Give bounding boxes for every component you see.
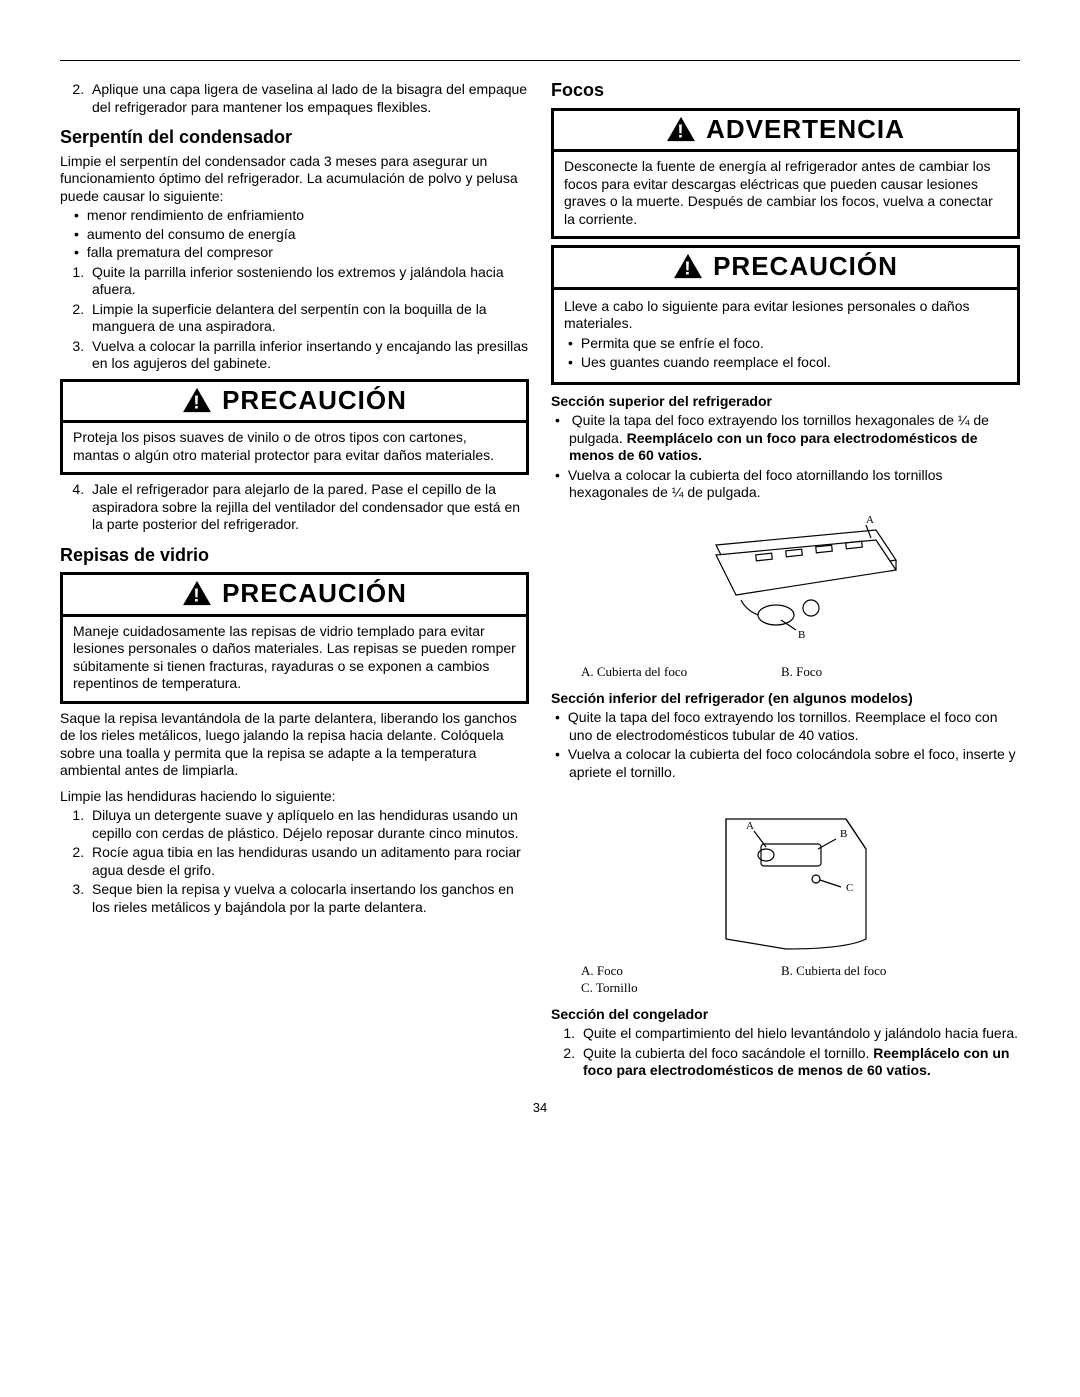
warning-triangle-icon: ! [666,116,696,142]
warning-triangle-icon: ! [673,253,703,279]
prec3-b1: Permita que se enfríe el foco. [582,335,1007,353]
figure-2-caption: A. Foco B. Cubierta del foco C. Tornillo [581,963,990,996]
svg-text:!: ! [194,391,201,412]
repisas-step-1: Diluya un detergente suave y aplíquelo e… [88,807,529,842]
repisas-p1: Saque la repisa levantándola de la parte… [60,710,529,780]
right-column: Focos ! ADVERTENCIA Desconecte la fuente… [551,79,1020,1082]
heading-focos: Focos [551,79,1020,102]
fig2-cap-a: A. Foco [581,963,781,979]
heading-repisas: Repisas de vidrio [60,544,529,567]
svg-text:A: A [866,514,874,526]
svg-text:A: A [746,820,754,832]
advertencia-body: Desconecte la fuente de energía al refri… [554,152,1017,236]
precaucion-3-p: Lleve a cabo lo siguiente para evitar le… [564,298,1007,333]
page-number: 34 [60,1100,1020,1116]
page-top-rule [60,60,1020,61]
left-step-2: Aplique una capa ligera de vaselina al l… [88,81,529,116]
sec-inferior-title: Sección inferior del refrigerador (en al… [551,690,1020,708]
precaucion-2-body: Maneje cuidadosamente las repisas de vid… [63,617,526,701]
svg-text:!: ! [194,585,201,606]
two-column-layout: Aplique una capa ligera de vaselina al l… [60,79,1020,1082]
fig2-cap-b: B. Cubierta del foco [781,963,981,979]
sup-bullet-2: Vuelva a colocar la cubierta del foco at… [569,467,1020,502]
cong-i2-text: Quite la cubierta del foco sacándole el … [583,1045,873,1061]
svg-text:B: B [798,629,805,641]
precaucion-3-body: Lleve a cabo lo siguiente para evitar le… [554,290,1017,382]
cong-step-1: Quite el compartimiento del hielo levant… [579,1025,1020,1043]
advertencia-box: ! ADVERTENCIA Desconecte la fuente de en… [551,108,1020,240]
inf-bullet-2: Vuelva a colocar la cubierta del foco co… [569,746,1020,781]
fig2-cap-c: C. Tornillo [581,980,781,996]
precaucion-3-header: ! PRECAUCIÓN [554,248,1017,290]
fig1-cap-b: B. Foco [781,664,981,680]
precaucion-box-3: ! PRECAUCIÓN Lleve a cabo lo siguiente p… [551,245,1020,385]
repisas-step-2: Rocíe agua tibia en las hendiduras usand… [88,844,529,879]
serpentin-intro: Limpie el serpentín del condensador cada… [60,153,529,206]
svg-text:!: ! [678,120,685,141]
serp-step-3: Vuelva a colocar la parrilla inferior in… [88,338,529,373]
heading-serpentin: Serpentín del condensador [60,126,529,149]
sec-superior-title: Sección superior del refrigerador [551,393,1020,411]
figure-1: A B [551,510,1020,660]
serp-step-2: Limpie la superficie delantera del serpe… [88,301,529,336]
serp-bullet-2: aumento del consumo de energía [88,226,529,244]
prec3-b2: Ues guantes cuando reemplace el focol. [582,354,1007,372]
svg-text:B: B [840,828,847,840]
sup-bullet-1: Quite la tapa del foco extrayendo los to… [569,412,1020,465]
serp-step-4: Jale el refrigerador para alejarlo de la… [88,481,529,534]
repisas-step-3: Seque bien la repisa y vuelva a colocarl… [88,881,529,916]
fig1-cap-a: A. Cubierta del foco [581,664,781,680]
precaucion-2-title: PRECAUCIÓN [222,577,407,610]
inf-bullet-1: Quite la tapa del foco extrayendo los to… [569,709,1020,744]
precaucion-2-header: ! PRECAUCIÓN [63,575,526,617]
precaucion-1-header: ! PRECAUCIÓN [63,382,526,424]
precaucion-box-1: ! PRECAUCIÓN Proteja los pisos suaves de… [60,379,529,476]
advertencia-header: ! ADVERTENCIA [554,111,1017,153]
svg-text:C: C [846,882,853,894]
repisas-p2: Limpie las hendiduras haciendo lo siguie… [60,788,529,806]
precaucion-box-2: ! PRECAUCIÓN Maneje cuidadosamente las r… [60,572,529,704]
left-column: Aplique una capa ligera de vaselina al l… [60,79,529,1082]
cong-step-2: Quite la cubierta del foco sacándole el … [579,1045,1020,1080]
serp-step-1: Quite la parrilla inferior sosteniendo l… [88,264,529,299]
precaucion-1-body: Proteja los pisos suaves de vinilo o de … [63,423,526,472]
advertencia-title: ADVERTENCIA [706,113,905,146]
figure-1-caption: A. Cubierta del foco B. Foco [581,664,990,680]
precaucion-1-title: PRECAUCIÓN [222,384,407,417]
precaucion-3-title: PRECAUCIÓN [713,250,898,283]
warning-triangle-icon: ! [182,387,212,413]
warning-triangle-icon: ! [182,580,212,606]
sec-congelador-title: Sección del congelador [551,1006,1020,1024]
sup-b1-bold: Reemplácelo con un foco para electrodomé… [569,430,977,464]
svg-text:!: ! [685,258,692,279]
serp-bullet-3: falla prematura del compresor [88,244,529,262]
figure-2: A B C [551,789,1020,959]
serp-bullet-1: menor rendimiento de enfriamiento [88,207,529,225]
